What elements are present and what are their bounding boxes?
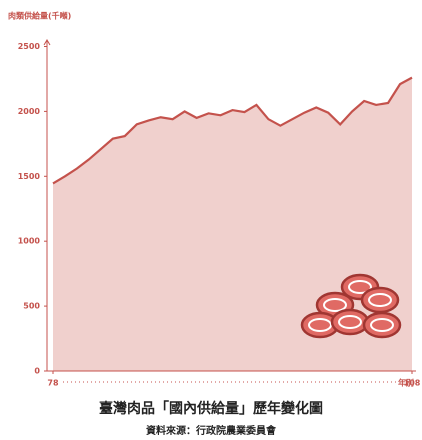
x-tick-label: 108 — [404, 379, 421, 388]
meat-fat — [338, 315, 362, 329]
meat-fat — [348, 280, 372, 294]
meat-icon — [300, 273, 402, 339]
meat-piece — [330, 308, 370, 336]
meat-fat — [308, 318, 332, 332]
meat-fat — [323, 298, 347, 312]
y-tick-label: 1000 — [18, 237, 41, 246]
x-tick-label: 78 — [47, 379, 59, 388]
y-axis-arrow — [43, 39, 51, 46]
y-tick-label: 2000 — [18, 107, 41, 116]
chart-subtitle: 資料來源：行政院農業委員會 — [146, 424, 277, 437]
y-tick-label: 2500 — [18, 42, 41, 51]
meat-fat — [368, 293, 392, 307]
chart-title: 臺灣肉品「國內供給量」歷年變化圖 — [99, 400, 323, 417]
x-axis-label: 年別 — [398, 378, 414, 388]
meat-piece — [362, 311, 402, 339]
y-axis-label: 肉類供給量(千噸) — [8, 11, 71, 21]
y-tick-label: 1500 — [18, 172, 41, 181]
y-tick-label: 0 — [34, 367, 40, 376]
meat-fat — [370, 318, 394, 332]
line — [52, 76, 413, 185]
meat-piece — [360, 286, 400, 314]
y-tick-label: 500 — [23, 302, 40, 311]
